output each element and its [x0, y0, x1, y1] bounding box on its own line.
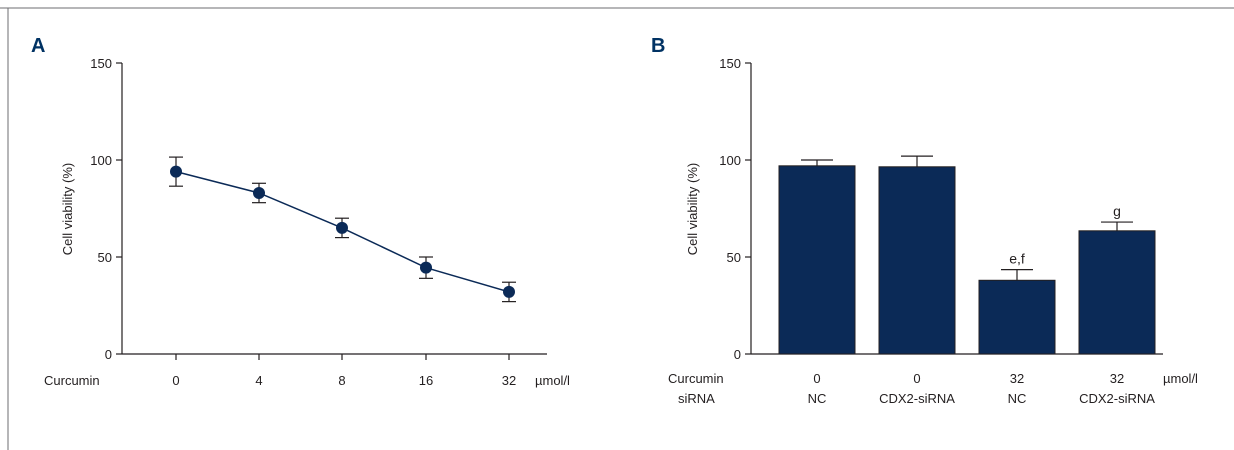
panel-b-significance-label: g — [1113, 203, 1121, 219]
panel-a-x-unit: µmol/l — [535, 373, 570, 388]
panel-a-data-point — [336, 221, 348, 234]
panel-a-y-axis-title: Cell viability (%) — [60, 163, 75, 255]
panel-a-x-tick-label: 4 — [255, 373, 262, 388]
panel-b-y-tick-label: 50 — [727, 250, 741, 265]
panel-b-y-tick-label: 150 — [719, 56, 741, 71]
panel-b-bar — [778, 165, 856, 355]
panel-b-x-tick-label: CDX2-siRNA — [879, 391, 955, 406]
panel-a-x-tick-label: 32 — [502, 373, 516, 388]
panel-a-data-point — [170, 165, 182, 178]
panel-a-x-tick-label: 16 — [419, 373, 433, 388]
panel-b-y-axis-title: Cell viability (%) — [685, 163, 700, 255]
panel-b-x-unit: µmol/l — [1163, 371, 1198, 386]
panel-a-y-tick-label: 0 — [105, 347, 112, 362]
panel-a-y-tick-label: 150 — [90, 56, 112, 71]
panel-b-x-tick-label: NC — [808, 391, 827, 406]
panel-b-bar — [878, 166, 956, 355]
panel-a-data-point — [253, 186, 265, 199]
panel-a-label: A — [31, 35, 45, 57]
panel-b-bar — [1078, 230, 1156, 355]
panel-b-x-tick-label: 0 — [913, 371, 920, 386]
panel-b-x-tick-label: NC — [1008, 391, 1027, 406]
panel-b-significance-label: e,f — [1009, 251, 1025, 267]
panel-b-label: B — [651, 35, 665, 57]
panel-a-y-tick-label: 50 — [98, 250, 112, 265]
panel-b-y-tick-label: 100 — [719, 153, 741, 168]
panel-b-row-label-curcumin: Curcumin — [668, 371, 724, 386]
panel-b-y-tick-label: 0 — [734, 347, 741, 362]
panel-a-x-tick-label: 0 — [172, 373, 179, 388]
panel-a-y-tick-label: 100 — [90, 153, 112, 168]
panel-b-bar — [978, 279, 1056, 355]
panel-b-x-tick-label: 32 — [1010, 371, 1024, 386]
panel-a-data-point — [503, 285, 515, 298]
panel-b-row-label-sirna: siRNA — [678, 391, 715, 406]
panel-b-x-tick-label: 32 — [1110, 371, 1124, 386]
panel-b-x-tick-label: 0 — [813, 371, 820, 386]
panel-a-x-tick-label: 8 — [338, 373, 345, 388]
panel-b-x-tick-label: CDX2-siRNA — [1079, 391, 1155, 406]
panel-a-x-row-label: Curcumin — [44, 373, 100, 388]
panel-a-data-point — [420, 261, 432, 274]
